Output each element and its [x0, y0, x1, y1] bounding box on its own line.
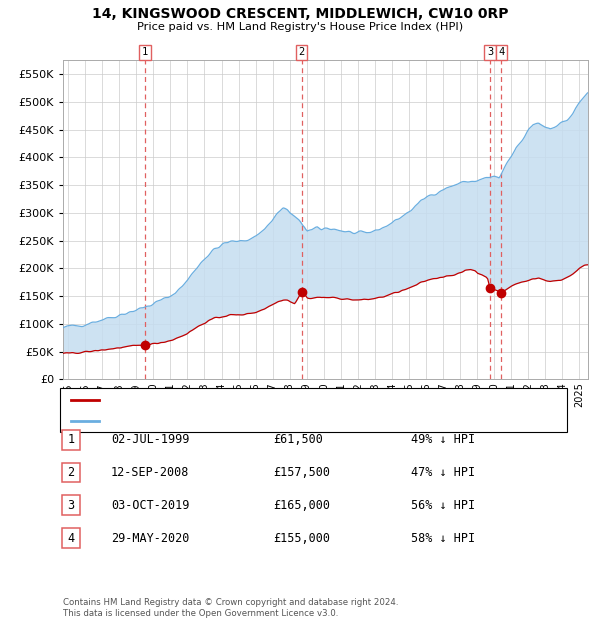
Text: 4: 4	[498, 47, 505, 58]
Text: 14, KINGSWOOD CRESCENT, MIDDLEWICH, CW10 0RP: 14, KINGSWOOD CRESCENT, MIDDLEWICH, CW10…	[92, 7, 508, 22]
Text: £61,500: £61,500	[273, 433, 323, 446]
Text: HPI: Average price, detached house, Cheshire East: HPI: Average price, detached house, Ches…	[103, 416, 368, 426]
Text: 49% ↓ HPI: 49% ↓ HPI	[411, 433, 475, 446]
Text: 3: 3	[67, 499, 74, 511]
Text: 1: 1	[67, 433, 74, 446]
Text: 4: 4	[67, 532, 74, 544]
Text: 14, KINGSWOOD CRESCENT, MIDDLEWICH, CW10 0RP (detached house): 14, KINGSWOOD CRESCENT, MIDDLEWICH, CW10…	[103, 395, 479, 405]
Text: 03-OCT-2019: 03-OCT-2019	[111, 499, 190, 511]
Text: 2: 2	[67, 466, 74, 479]
Text: £165,000: £165,000	[273, 499, 330, 511]
Text: This data is licensed under the Open Government Licence v3.0.: This data is licensed under the Open Gov…	[63, 609, 338, 618]
Text: 12-SEP-2008: 12-SEP-2008	[111, 466, 190, 479]
Text: 02-JUL-1999: 02-JUL-1999	[111, 433, 190, 446]
Text: 29-MAY-2020: 29-MAY-2020	[111, 532, 190, 544]
Text: 58% ↓ HPI: 58% ↓ HPI	[411, 532, 475, 544]
Text: 3: 3	[487, 47, 493, 58]
Text: 47% ↓ HPI: 47% ↓ HPI	[411, 466, 475, 479]
Text: £157,500: £157,500	[273, 466, 330, 479]
Text: Contains HM Land Registry data © Crown copyright and database right 2024.: Contains HM Land Registry data © Crown c…	[63, 598, 398, 607]
Text: 1: 1	[142, 47, 148, 58]
Text: Price paid vs. HM Land Registry's House Price Index (HPI): Price paid vs. HM Land Registry's House …	[137, 22, 463, 32]
Text: £155,000: £155,000	[273, 532, 330, 544]
Text: 56% ↓ HPI: 56% ↓ HPI	[411, 499, 475, 511]
Text: 2: 2	[299, 47, 305, 58]
